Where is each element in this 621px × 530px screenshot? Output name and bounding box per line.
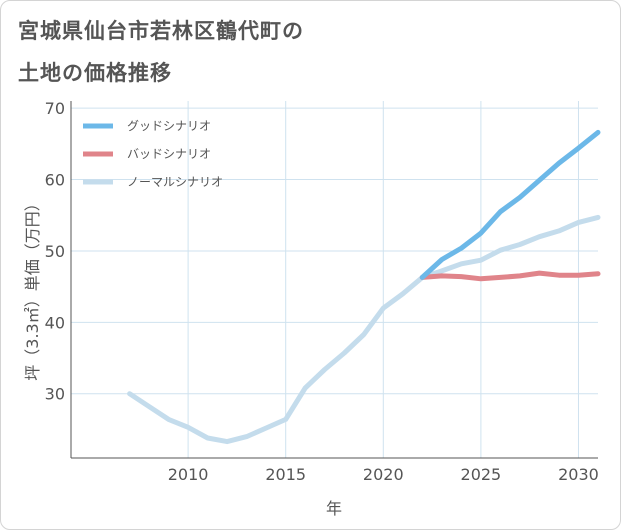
x-tick-label: 2010 xyxy=(168,465,209,484)
y-tick-label: 50 xyxy=(45,242,65,261)
x-axis-title: 年 xyxy=(326,499,342,518)
axes: 30 40 50 60 70 2010 2015 2020 2025 2030 xyxy=(45,99,599,484)
x-tick-label: 2025 xyxy=(461,465,502,484)
x-tick-label: 2015 xyxy=(265,465,306,484)
legend-label-1: バッドシナリオ xyxy=(127,147,211,161)
chart-title-line-2: 土地の価格推移 xyxy=(18,61,172,85)
x-tick-label: 2020 xyxy=(363,465,404,484)
y-tick-label: 30 xyxy=(45,385,65,404)
y-tick-label: 70 xyxy=(45,99,65,118)
y-tick-label: 60 xyxy=(45,171,65,190)
chart-title-line-1: 宮城県仙台市若林区鶴代町の xyxy=(18,19,304,43)
series-line-1 xyxy=(419,270,601,282)
plot-area xyxy=(71,101,598,458)
grid xyxy=(71,101,598,458)
series-lines xyxy=(127,129,601,445)
series-line-0 xyxy=(419,129,601,280)
x-tick-label: 2030 xyxy=(558,465,599,484)
y-tick-label: 40 xyxy=(45,313,65,332)
legend-label-2: ノーマルシナリオ xyxy=(127,175,223,189)
legend-label-0: グッドシナリオ xyxy=(127,119,211,133)
series-line-2 xyxy=(127,214,601,445)
y-axis-title: 坪（3.3㎡）単価（万円） xyxy=(23,195,42,380)
